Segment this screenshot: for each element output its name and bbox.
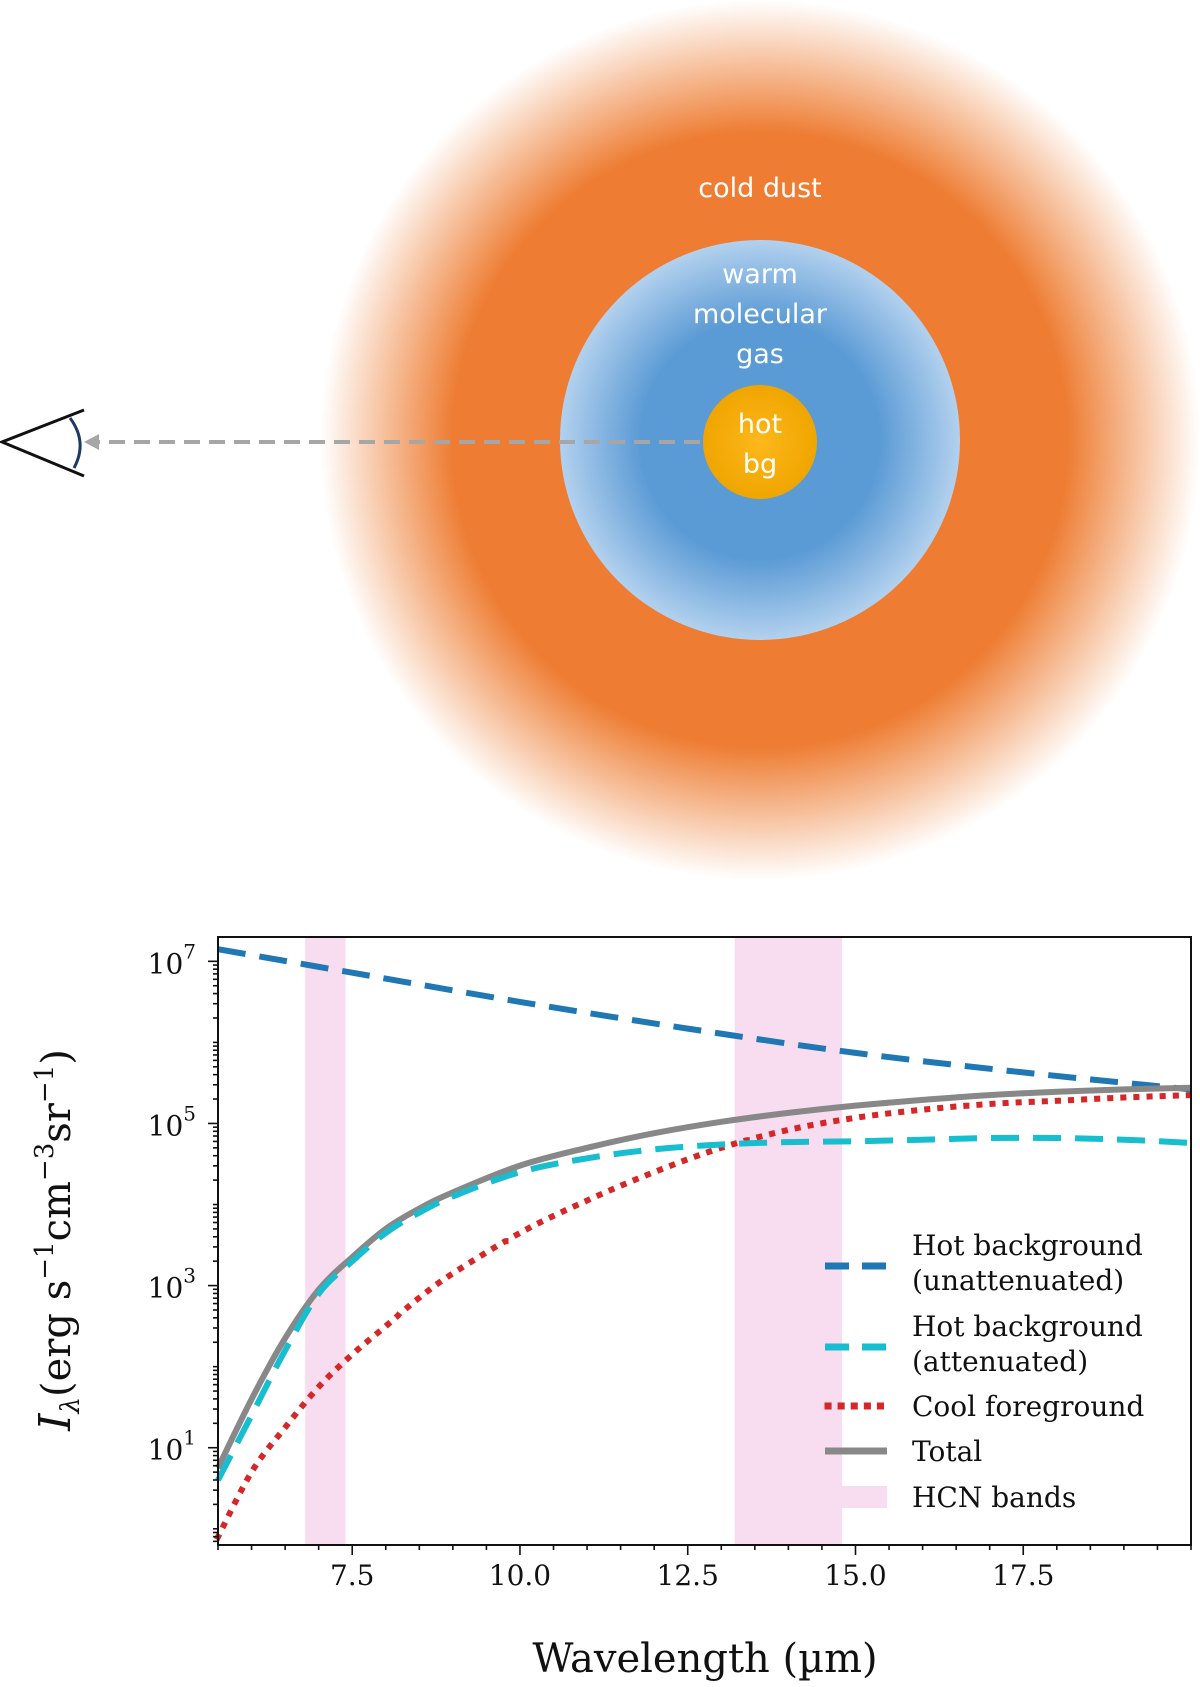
y-axis-units-close: ): [34, 1049, 80, 1065]
legend-label-hcn-bands: HCN bands: [912, 1481, 1076, 1514]
dashed-arrow-icon: [84, 434, 700, 450]
spectrum-chart: 7.5 10.0 12.5 15.0 17.5 101 103 105 107 Hot bac…: [30, 936, 1195, 1682]
eye-lens: [68, 417, 82, 469]
x-tick-label: 7.5: [330, 1559, 375, 1592]
x-axis-title: Wavelength (µm): [532, 1636, 877, 1682]
hcn-band-2: [734, 937, 843, 1545]
y-axis-ticks: 101 103 105 107: [148, 939, 218, 1543]
legend: Hot background (unattenuated) Hot backgr…: [824, 1229, 1144, 1514]
series-line-cool-foreground: [213, 1091, 1195, 1541]
y-axis-title: Iλ(erg s−1cm−3sr−1): [30, 1049, 86, 1432]
hot-bg-label-line1: hot: [738, 409, 782, 440]
y-axis-exp-s: −1: [30, 1241, 60, 1279]
eye-outline: [0, 408, 85, 478]
legend-label-total: Total: [912, 1435, 982, 1468]
warm-gas-label-line2: molecular: [693, 299, 828, 330]
x-tick-label: 17.5: [992, 1559, 1054, 1592]
series-layer: [213, 946, 1195, 1541]
x-tick-label: 15.0: [824, 1559, 886, 1592]
eye-icon: [0, 408, 85, 478]
series-line-hot-unattenuated: [217, 946, 1192, 1093]
hcn-bands-layer: [305, 937, 843, 1545]
y-axis-symbol: I: [30, 1412, 81, 1432]
y-tick-label: 101: [148, 1426, 196, 1467]
y-tick-label: 105: [148, 1101, 196, 1142]
legend-swatch-hcn-bands: [825, 1486, 887, 1508]
arrow-head: [84, 434, 99, 450]
plot-frame: [217, 936, 1192, 1546]
warm-gas-label-line1: warm: [722, 259, 798, 290]
hcn-band-1: [305, 937, 346, 1545]
legend-label-hot-attenuated-line1: Hot background: [912, 1310, 1143, 1343]
x-tick-label: 10.0: [489, 1559, 551, 1592]
series-line-hot-attenuated: [215, 1134, 1192, 1482]
y-axis-units-open: (erg s: [34, 1280, 80, 1397]
y-axis-units-sr: sr: [34, 1102, 80, 1143]
hot-background-core: [703, 385, 817, 499]
legend-label-hot-unattenuated-line1: Hot background: [912, 1229, 1143, 1262]
y-axis-units-cm: cm: [34, 1181, 80, 1241]
y-axis-exp-sr: −1: [30, 1065, 60, 1103]
warm-gas-label-line3: gas: [736, 339, 784, 370]
legend-label-cool-foreground: Cool foreground: [912, 1390, 1144, 1423]
x-tick-label: 12.5: [657, 1559, 719, 1592]
shell-diagram: cold dust warm molecular gas hot bg: [0, 0, 1200, 880]
y-tick-label: 103: [148, 1264, 196, 1305]
hot-bg-label-line2: bg: [743, 449, 777, 480]
y-axis-exp-cm: −3: [30, 1143, 60, 1181]
legend-label-hot-attenuated-line2: (attenuated): [912, 1345, 1088, 1378]
y-axis-subscript: λ: [56, 1397, 86, 1414]
legend-label-hot-unattenuated-line2: (unattenuated): [912, 1264, 1124, 1297]
cold-dust-label: cold dust: [698, 173, 822, 204]
x-axis-ticks: 7.5 10.0 12.5 15.0 17.5: [217, 1545, 1192, 1592]
y-tick-label: 107: [148, 939, 196, 980]
